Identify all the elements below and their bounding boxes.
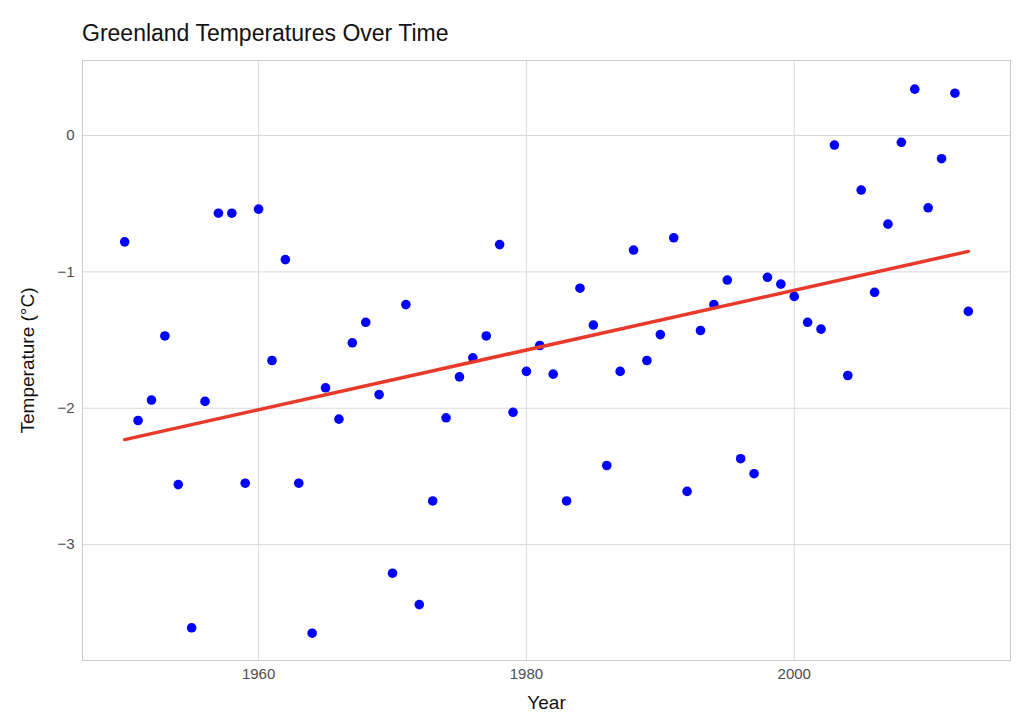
svg-text:−2: −2 — [57, 399, 74, 416]
svg-text:−1: −1 — [57, 263, 74, 280]
svg-text:−3: −3 — [57, 535, 74, 552]
svg-text:Temperature (°C): Temperature (°C) — [17, 288, 38, 434]
svg-text:Year: Year — [527, 692, 566, 713]
svg-text:1960: 1960 — [242, 665, 275, 682]
svg-text:1980: 1980 — [510, 665, 543, 682]
svg-text:2000: 2000 — [778, 665, 811, 682]
html-text:Greenland Temperatures Over Ti: Greenland Temperatures Over Time — [82, 20, 449, 46]
svg-text:0: 0 — [66, 126, 74, 143]
